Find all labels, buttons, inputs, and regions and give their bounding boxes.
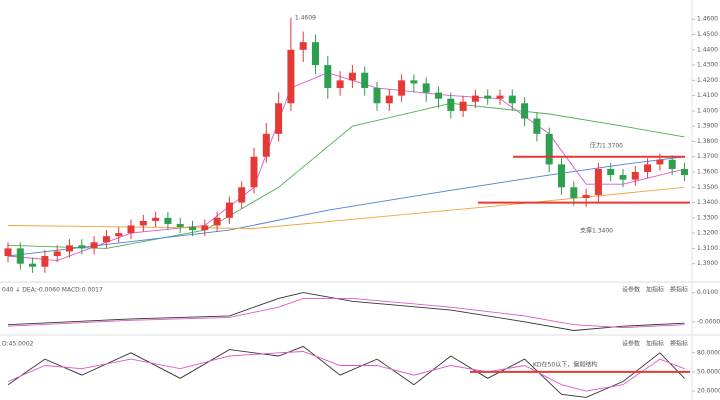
- candle-body: [336, 80, 344, 88]
- candle-body: [619, 175, 627, 180]
- candle-body: [176, 223, 184, 228]
- y-tick-label: 1.4300: [697, 62, 718, 69]
- indicator-button[interactable]: 加指标: [646, 340, 664, 348]
- y-tick-label: 1.4100: [697, 92, 718, 99]
- candle-body: [41, 256, 49, 267]
- y-tick-label: 50.0000: [697, 368, 720, 375]
- y-tick-label: 1.3200: [697, 230, 718, 237]
- candle-body: [373, 87, 381, 104]
- candle-body: [496, 95, 504, 99]
- indicator-line: [7, 292, 685, 331]
- candle-body: [287, 49, 295, 104]
- candle-body: [348, 72, 356, 81]
- y-tick-label: 1.4200: [697, 77, 718, 84]
- indicator-line: [7, 297, 685, 329]
- candle-body: [607, 168, 615, 176]
- candle-body: [139, 220, 147, 226]
- indicator-line: [7, 102, 685, 249]
- y-tick-label: 1.4600: [697, 16, 718, 23]
- candle-body: [644, 164, 652, 173]
- candle-body: [668, 159, 676, 169]
- candle-body: [250, 156, 258, 188]
- candle-body: [594, 168, 602, 195]
- candle-body: [410, 80, 418, 84]
- candle-body: [189, 227, 196, 231]
- candle-body: [213, 217, 221, 226]
- candle-body: [152, 217, 160, 221]
- candle-body: [66, 245, 73, 252]
- y-tick-label: 1.3700: [697, 153, 718, 160]
- y-tick-label: 1.3800: [697, 138, 718, 145]
- candle-body: [435, 92, 442, 99]
- candle-body: [361, 72, 369, 88]
- y-tick-label: 1.3500: [697, 184, 718, 191]
- candle-body: [238, 187, 246, 203]
- indicator-line: [7, 156, 685, 257]
- y-tick-label: 1.3000: [697, 260, 718, 267]
- candle-body: [90, 242, 98, 249]
- level-label: KD在50以下，偏弱结构: [533, 361, 597, 369]
- y-tick-label: 1.3900: [697, 123, 718, 130]
- candle-body: [262, 133, 270, 157]
- indicator-button[interactable]: 设参数: [622, 286, 640, 294]
- indicator-button[interactable]: 换指标: [670, 340, 688, 348]
- indicator-button[interactable]: 设参数: [622, 340, 640, 348]
- candle-body: [312, 42, 319, 66]
- candle-body: [459, 101, 467, 111]
- candle-body: [631, 172, 639, 180]
- y-tick-label: 1.4500: [697, 31, 718, 38]
- level-label: 压力1.3700: [590, 142, 623, 150]
- candle-body: [102, 236, 110, 243]
- candle-body: [78, 245, 86, 249]
- candle-body: [201, 225, 209, 231]
- y-tick-label: 80.0000: [697, 349, 720, 356]
- candle-body: [471, 95, 479, 102]
- candle-body: [484, 95, 492, 99]
- y-tick-label: 1.4000: [697, 107, 718, 114]
- indicator-button[interactable]: 加指标: [646, 286, 664, 294]
- candle-body: [447, 98, 455, 111]
- y-tick-label: -0.0000: [697, 318, 720, 325]
- candle-body: [127, 225, 135, 234]
- candle-body: [558, 164, 565, 188]
- candle-body: [16, 248, 24, 264]
- candle-body: [225, 202, 233, 218]
- candle-body: [681, 168, 688, 176]
- level-label: 支撑1.3400: [580, 227, 613, 235]
- candle-body: [164, 217, 172, 224]
- candle-body: [533, 118, 541, 134]
- candle-body: [422, 83, 430, 93]
- candle-body: [582, 194, 590, 198]
- y-tick-label: 0.0100: [697, 289, 718, 296]
- candle-body: [385, 95, 393, 104]
- candle-body: [4, 248, 12, 257]
- y-tick-label: 20.0000: [697, 388, 720, 395]
- y-tick-label: 1.3300: [697, 214, 718, 221]
- candle-body: [29, 263, 37, 267]
- candle-body: [570, 187, 578, 198]
- candle-body: [508, 95, 516, 104]
- candle-body: [324, 65, 332, 88]
- candle-body: [398, 80, 406, 96]
- y-tick-label: 1.3600: [697, 169, 718, 176]
- candle-body: [545, 133, 553, 165]
- y-tick-label: 1.4400: [697, 46, 718, 53]
- indicator-line: [7, 351, 685, 392]
- candle-body: [521, 103, 529, 119]
- indicator-button[interactable]: 换指标: [670, 286, 688, 294]
- y-tick-label: 1.3100: [697, 245, 718, 252]
- candle-body: [53, 251, 61, 257]
- y-tick-label: 1.3400: [697, 199, 718, 206]
- candle-body: [656, 159, 664, 165]
- candle-body: [299, 42, 307, 50]
- indicator-line: [7, 345, 685, 398]
- high-label: 1.4609: [295, 14, 316, 21]
- indicator-header: D:45.0002: [2, 341, 34, 348]
- candle-body: [115, 233, 123, 237]
- candle-body: [275, 103, 283, 134]
- indicator-header: 040 ↓ DEA:-0.0060 MACD:0.0017: [2, 287, 103, 294]
